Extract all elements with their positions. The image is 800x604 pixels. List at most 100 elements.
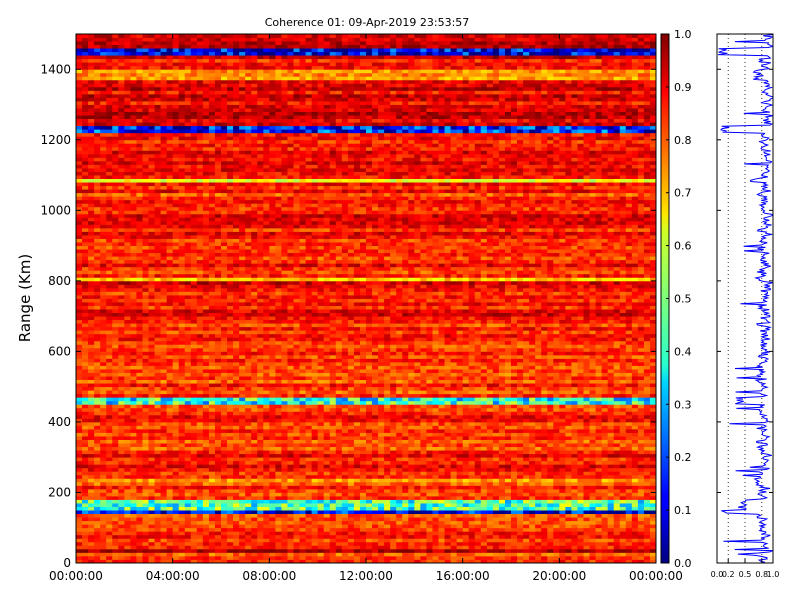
heatmap-cell xyxy=(190,510,198,515)
heatmap-cell xyxy=(82,400,89,405)
heatmap-cell xyxy=(450,460,458,465)
heatmap-cell xyxy=(227,492,234,497)
heatmap-cell xyxy=(323,443,331,448)
heatmap-cell xyxy=(607,464,615,469)
heatmap-cell xyxy=(166,450,174,455)
heatmap-cell xyxy=(347,457,355,462)
heatmap-cell xyxy=(529,460,536,465)
heatmap-cell xyxy=(384,439,391,444)
heatmap-cell xyxy=(227,467,234,472)
heatmap-cell xyxy=(420,450,427,455)
heatmap-cell xyxy=(366,400,373,405)
heatmap-cell xyxy=(402,485,409,490)
heatmap-cell xyxy=(118,464,125,469)
heatmap-cell xyxy=(172,495,180,500)
heatmap-cell xyxy=(341,414,349,419)
heatmap-cell xyxy=(136,555,143,560)
heatmap-cell xyxy=(166,432,174,437)
heatmap-cell xyxy=(257,559,264,563)
heatmap-cell xyxy=(474,428,482,433)
heatmap-cell xyxy=(88,436,95,440)
heatmap-cell xyxy=(583,488,590,493)
heatmap-cell xyxy=(106,510,113,515)
heatmap-cell xyxy=(625,414,633,419)
heatmap-cell xyxy=(112,478,119,483)
heatmap-cell xyxy=(347,499,355,504)
heatmap-cell xyxy=(233,421,240,426)
heatmap-cell xyxy=(257,534,264,539)
heatmap-cell xyxy=(293,436,300,440)
heatmap-cell xyxy=(565,443,572,448)
heatmap-cell xyxy=(154,414,161,419)
heatmap-cell xyxy=(359,460,367,465)
heatmap-cell xyxy=(607,383,615,388)
heatmap-cell xyxy=(511,541,518,546)
heatmap-cell xyxy=(94,414,101,419)
heatmap-cell xyxy=(130,379,137,384)
heatmap-cell xyxy=(613,548,621,553)
heatmap-cell xyxy=(571,446,578,451)
heatmap-cell xyxy=(535,414,542,419)
heatmap-cell xyxy=(486,397,494,402)
heatmap-cell xyxy=(408,411,415,416)
heatmap-cell xyxy=(208,513,216,518)
heatmap-cell xyxy=(251,446,258,451)
heatmap-cell xyxy=(106,443,113,448)
heatmap-cell xyxy=(100,432,107,437)
heatmap-cell xyxy=(631,513,639,518)
heatmap-cell xyxy=(184,428,192,433)
heatmap-cell xyxy=(619,411,627,416)
heatmap-cell xyxy=(208,555,216,560)
heatmap-cell xyxy=(462,400,470,405)
heatmap-cell xyxy=(408,559,415,563)
heatmap-cell xyxy=(335,450,343,455)
heatmap-cell xyxy=(160,488,168,493)
heatmap-cell xyxy=(547,428,554,433)
heatmap-cell xyxy=(172,400,180,405)
heatmap-cell xyxy=(142,474,149,479)
heatmap-cell xyxy=(94,407,101,412)
heatmap-cell xyxy=(450,534,458,539)
heatmap-cell xyxy=(456,457,464,462)
heatmap-cell xyxy=(504,503,512,507)
heatmap-cell xyxy=(643,421,651,426)
heatmap-cell xyxy=(643,457,651,462)
heatmap-cell xyxy=(269,552,276,557)
heatmap-cell xyxy=(378,411,385,416)
heatmap-cell xyxy=(100,471,107,476)
heatmap-cell xyxy=(299,432,306,437)
heatmap-cell xyxy=(480,428,488,433)
heatmap-cell xyxy=(444,453,451,458)
heatmap-cell xyxy=(601,428,609,433)
heatmap-cell xyxy=(468,524,476,529)
heatmap-cell xyxy=(486,471,494,476)
heatmap-cell xyxy=(468,510,476,515)
heatmap-cell xyxy=(299,460,306,465)
heatmap-cell xyxy=(154,439,161,444)
heatmap-cell xyxy=(396,492,403,497)
heatmap-cell xyxy=(347,379,355,384)
heatmap-cell xyxy=(511,397,518,402)
heatmap-cell xyxy=(196,538,204,543)
heatmap-cell xyxy=(329,520,337,525)
heatmap-cell xyxy=(474,379,482,384)
heatmap-cell xyxy=(414,393,421,398)
heatmap-cell xyxy=(245,400,252,405)
heatmap-cell xyxy=(547,439,554,444)
heatmap-cell xyxy=(130,421,137,426)
heatmap-cell xyxy=(329,538,337,543)
heatmap-cell xyxy=(287,513,294,518)
heatmap-cell xyxy=(196,488,204,493)
heatmap-cell xyxy=(486,379,494,384)
heatmap-cell xyxy=(529,432,536,437)
heatmap-cell xyxy=(390,432,397,437)
heatmap-cell xyxy=(124,495,131,500)
heatmap-cell xyxy=(462,495,470,500)
heatmap-cell xyxy=(444,421,451,426)
heatmap-cell xyxy=(88,414,95,419)
heatmap-cell xyxy=(402,503,409,507)
heatmap-cell xyxy=(208,510,216,515)
heatmap-cell xyxy=(432,379,439,384)
heatmap-cell xyxy=(94,517,101,522)
heatmap-cell xyxy=(281,407,288,412)
